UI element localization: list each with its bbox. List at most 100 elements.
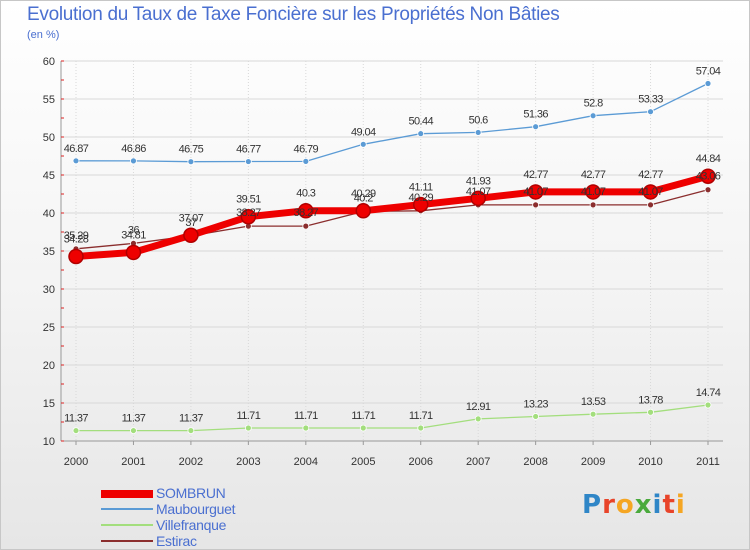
data-label-maubourguet: 53.33 <box>638 94 663 106</box>
data-point-sombrun <box>68 248 84 265</box>
data-label-villefranque: 11.37 <box>179 413 203 425</box>
data-point-maubourguet <box>130 157 137 165</box>
data-label-maubourguet: 51.36 <box>523 109 548 121</box>
y-tick-label: 25 <box>43 322 55 334</box>
data-point-estirac <box>302 222 310 230</box>
logo-letter: P <box>582 490 603 520</box>
data-label-villefranque: 11.71 <box>351 410 375 422</box>
data-label-villefranque: 13.23 <box>523 398 548 410</box>
data-point-sombrun <box>298 202 314 219</box>
data-label-maubourguet: 46.87 <box>64 143 89 155</box>
data-label-estirac: 41.07 <box>523 186 548 198</box>
y-tick-label: 60 <box>43 56 55 68</box>
legend-item-estirac: Estirac <box>101 533 321 549</box>
data-label-sombrun: 34.28 <box>64 233 89 245</box>
x-tick-label: 2009 <box>581 456 605 468</box>
x-tick-label: 2010 <box>638 456 662 468</box>
data-point-villefranque <box>704 401 712 409</box>
y-tick-label: 10 <box>43 436 55 448</box>
data-label-estirac: 41.07 <box>581 186 606 198</box>
y-tick-label: 15 <box>43 398 55 410</box>
data-point-sombrun <box>355 203 372 219</box>
data-label-villefranque: 14.74 <box>696 387 721 399</box>
series-line-sombrun <box>72 172 712 260</box>
logo-letter: r <box>602 490 616 520</box>
data-point-villefranque <box>302 424 310 432</box>
data-label-villefranque: 11.37 <box>64 413 88 425</box>
logo-letter: x <box>634 490 653 520</box>
legend-swatch-sombrun <box>101 490 153 498</box>
legend-label-sombrun: SOMBRUN <box>156 485 226 501</box>
data-point-villefranque <box>532 413 540 420</box>
data-label-villefranque: 11.37 <box>122 413 146 425</box>
data-label-estirac: 43.06 <box>696 171 721 183</box>
legend-label-villefranque: Villefranque <box>156 517 227 533</box>
data-point-maubourguet <box>302 157 310 165</box>
data-label-sombrun: 41.11 <box>409 182 433 194</box>
data-label-sombrun: 40.29 <box>351 188 376 200</box>
data-point-sombrun <box>585 184 601 200</box>
data-point-villefranque <box>474 415 482 423</box>
data-point-maubourguet <box>532 123 540 131</box>
legend-label-estirac: Estirac <box>156 533 197 549</box>
logo-letter: t <box>662 490 676 520</box>
legend-label-maubourguet: Maubourguet <box>156 501 236 517</box>
data-label-villefranque: 11.71 <box>237 410 261 422</box>
logo-letter: o <box>615 490 635 520</box>
data-point-villefranque <box>647 408 654 416</box>
data-label-maubourguet: 52.8 <box>584 98 603 110</box>
logo-letter: i <box>652 490 663 520</box>
series-line-villefranque <box>75 404 709 432</box>
data-label-estirac: 41.07 <box>638 186 663 198</box>
data-point-villefranque <box>187 427 195 434</box>
data-point-sombrun <box>700 168 716 184</box>
data-point-estirac <box>589 201 597 209</box>
data-point-villefranque <box>359 424 367 432</box>
legend-item-villefranque: Villefranque <box>101 517 321 534</box>
data-label-maubourguet: 57.04 <box>696 65 721 77</box>
data-point-sombrun <box>412 196 429 213</box>
data-label-maubourguet: 50.6 <box>469 114 488 126</box>
data-label-sombrun: 42.77 <box>638 169 663 181</box>
series-line-maubourguet <box>75 82 709 163</box>
data-label-estirac: 41.07 <box>466 186 491 198</box>
chart-title: Evolution du Taux de Taxe Foncière sur l… <box>27 4 560 25</box>
data-label-estirac: 38.27 <box>294 207 319 219</box>
data-point-villefranque <box>417 424 425 432</box>
data-label-villefranque: 11.71 <box>409 410 433 422</box>
data-point-estirac <box>647 201 654 209</box>
y-tick-label: 35 <box>43 246 55 258</box>
y-tick-label: 45 <box>43 170 55 182</box>
data-point-villefranque <box>130 427 137 434</box>
data-label-sombrun: 44.84 <box>696 153 721 165</box>
legend: SOMBRUN Maubourguet Villefranque Estirac <box>101 485 321 549</box>
data-label-maubourguet: 46.75 <box>179 144 204 156</box>
data-label-sombrun: 41.93 <box>466 175 491 187</box>
data-label-maubourguet: 46.86 <box>121 143 146 155</box>
axes: 10 15 20 25 30 35 40 45 50 55 60 2000 2001 2002 2003 20… <box>43 56 723 468</box>
data-label-villefranque: 12.91 <box>466 401 491 413</box>
series-layer <box>68 80 716 434</box>
data-point-villefranque <box>589 410 597 418</box>
data-label-villefranque: 13.78 <box>638 394 663 406</box>
data-label-villefranque: 11.71 <box>294 410 318 422</box>
logo-letter: i <box>675 490 686 520</box>
data-label-sombrun: 34.81 <box>121 229 146 241</box>
grid <box>61 60 723 442</box>
x-tick-label: 2006 <box>408 456 432 468</box>
x-tick-label: 2007 <box>466 456 490 468</box>
y-tick-label: 50 <box>43 132 55 144</box>
data-point-sombrun <box>527 184 544 200</box>
data-point-sombrun <box>125 244 142 261</box>
data-label-estirac: 38.27 <box>236 207 261 219</box>
x-tick-label: 2008 <box>523 456 547 468</box>
chart-unit-label: (en %) <box>27 29 60 41</box>
data-point-sombrun <box>642 184 659 200</box>
data-label-sombrun: 42.77 <box>581 169 606 181</box>
data-label-sombrun: 39.51 <box>236 194 261 206</box>
x-tick-label: 2000 <box>64 456 88 468</box>
legend-item-sombrun: SOMBRUN <box>101 485 321 502</box>
data-label-sombrun: 42.77 <box>523 169 548 181</box>
y-tick-label: 40 <box>43 208 55 220</box>
